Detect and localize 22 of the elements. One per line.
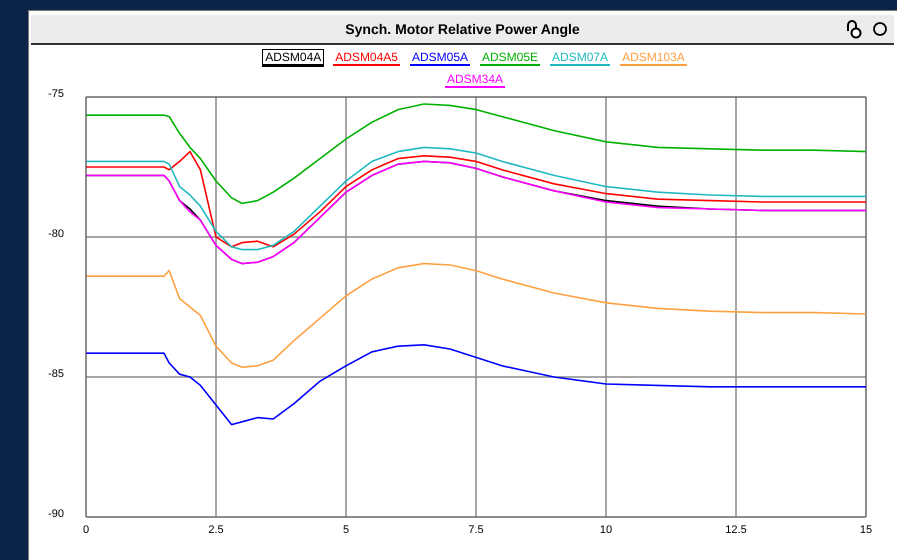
line-series	[86, 262, 866, 368]
y-tick-label: -90	[48, 508, 64, 520]
x-tick-label: 10	[600, 524, 612, 536]
x-tick-label: 7.5	[468, 524, 484, 536]
text: ADSM103A	[620, 50, 687, 66]
line-series	[86, 103, 866, 204]
x-tick-label: 12.5	[725, 524, 747, 536]
text: ADSM04A	[263, 50, 324, 66]
y-tick-label: -85	[48, 368, 64, 380]
x-tick-label: 0	[82, 524, 90, 536]
line-series	[86, 344, 866, 426]
text: ADSM05E	[480, 50, 540, 66]
text: ADSM34A	[444, 72, 506, 88]
text: ADSM04A5	[333, 50, 400, 66]
y-tick-label: -80	[48, 228, 64, 240]
text: ADSM05A	[410, 50, 470, 66]
chart-title: Synch. Motor Relative Power Angle	[31, 15, 894, 45]
text: ADSM07A	[550, 50, 610, 66]
x-tick-label: 2.5	[208, 524, 224, 536]
x-tick-label: 5	[342, 524, 350, 536]
x-tick-label: 15	[860, 524, 872, 536]
y-tick-label: -75	[48, 88, 64, 100]
